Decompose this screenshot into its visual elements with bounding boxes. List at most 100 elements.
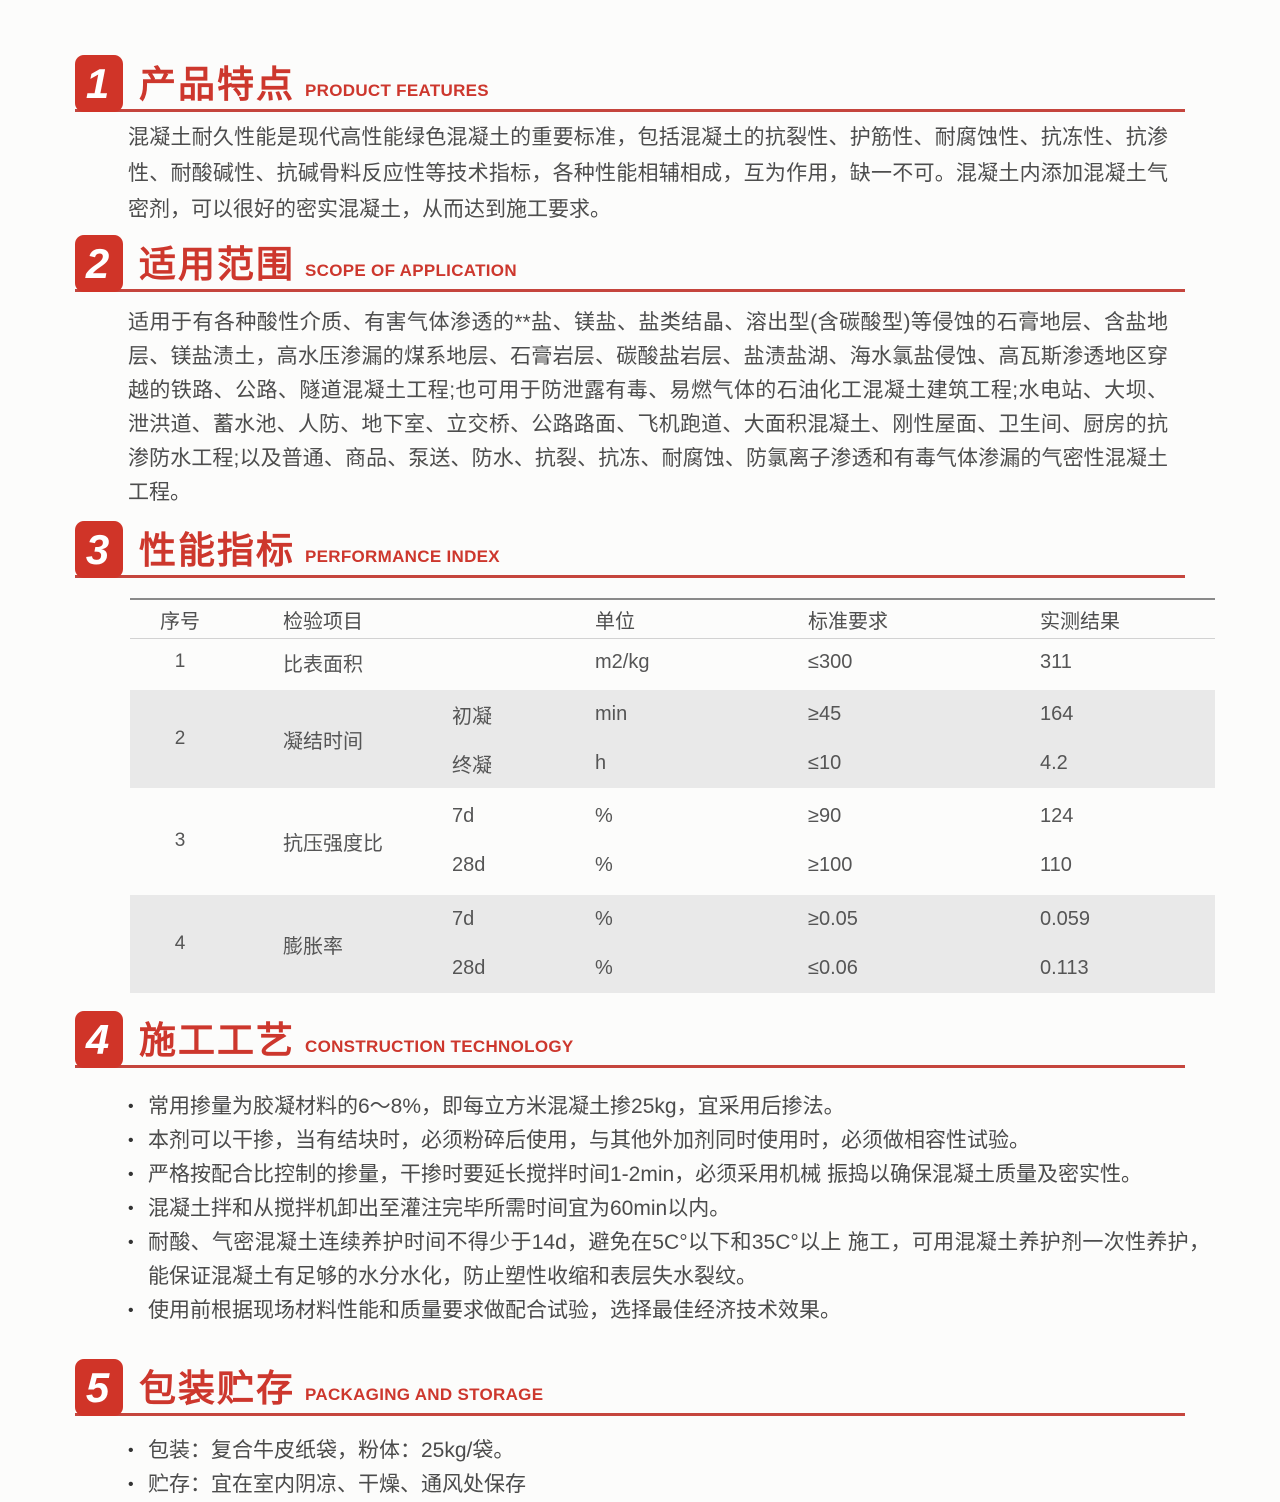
bullet-text: 严格按配合比控制的掺量，干掺时要延长搅拌时间1-2min，必须采用机械 振捣以确… [148,1163,1143,1186]
table-cell-result: 0.113 [1040,957,1089,979]
table-cell-item: 比表面积 [283,653,363,676]
section-3-subtitle: PERFORMANCE INDEX [305,547,500,566]
table-header-cell: 单位 [595,610,635,633]
table-header-row: 序号 检验项目 单位 标准要求 实测结果 [130,598,1215,639]
section-3-number-badge: 3 [75,521,123,578]
table-cell-no: 3 [174,830,186,851]
bullet-item: • 耐酸、气密混凝土连续养护时间不得少于14d，避免在5C°以下和35C°以上 施… [128,1226,1210,1294]
section-4-subtitle: CONSTRUCTION TECHNOLOGY [305,1037,574,1056]
table-group-row: 2 凝结时间 初凝 min ≥45 164 终凝 h ≤10 4.2 [130,690,1215,788]
bullet-text: 耐酸、气密混凝土连续养护时间不得少于14d，避免在5C°以下和35C°以上 施工… [148,1231,1210,1288]
table-cell-sub: 7d [452,908,475,930]
table-cell-standard: ≤0.06 [808,957,858,979]
table-cell-standard: ≥90 [808,805,842,827]
bullet-text: 贮存：宜在室内阴凉、干燥、通风处保存 [148,1473,526,1496]
table-cell-sub: 28d [452,854,486,876]
bullet-dot-icon: • [128,1476,134,1493]
table-header-cell: 检验项目 [283,610,363,633]
bullet-dot-icon: • [128,1200,134,1217]
section-2-paragraph: 适用于有各种酸性介质、有害气体渗透的**盐、镁盐、盐类结晶、溶出型(含碳酸型)等… [128,311,1168,504]
table-cell-unit: % [595,957,613,979]
section-1-number-badge: 1 [75,55,123,112]
table-group-row: 1 比表面积 m2/kg ≤300 311 [130,639,1215,685]
bullet-dot-icon: • [128,1132,134,1149]
section-4-number-badge: 4 [75,1011,123,1068]
section-1-subtitle: PRODUCT FEATURES [305,81,489,100]
table-cell-unit: % [595,854,613,876]
table-cell-unit: min [595,703,628,725]
section-4-title: 施工工艺 [139,1020,295,1061]
table-group-row: 4 膨胀率 7d% ≥0.05 0.059 28d% ≤0.06 0.113 [130,895,1215,993]
table-subrows: 初凝 min ≥45 164 终凝 h ≤10 4.2 [420,690,1215,788]
construction-steps-list: • 常用掺量为胶凝材料的6～8%，即每立方米混凝土掺25kg，宜采用后掺法。 • 本剂… [128,1090,1210,1328]
section-5-subtitle: PACKAGING AND STORAGE [305,1385,544,1404]
table-cell-result: 110 [1040,854,1072,876]
table-group-row: 3 抗压强度比 7d% ≥90 124 28d% ≥100 110 [130,792,1215,890]
table-subrow: m2/kg ≤300 311 [420,639,1215,685]
section-2-title: 适用范围 [139,244,295,285]
section-1-header: 1 产品特点 PRODUCT FEATURES [75,52,1185,112]
table-cell-result: 164 [1040,703,1074,725]
bullet-item: • 本剂可以干掺，当有结块时，必须粉碎后使用，与其他外加剂同时使用时，必须做相容性… [128,1124,1210,1158]
section-2-header: 2 适用范围 SCOPE OF APPLICATION [75,232,1185,292]
table-cell-standard: ≥0.05 [808,908,858,930]
table-subrow: 终凝 h ≤10 4.2 [420,739,1215,788]
table-subrow: 28d% ≥100 110 [420,841,1215,890]
bullet-text: 混凝土拌和从搅拌机卸出至灌注完毕所需时间宜为60min以内。 [148,1197,731,1220]
table-cell-no: 4 [174,933,186,954]
table-cell-unit: % [595,908,613,930]
table-cell-sub: 初凝 [452,706,492,728]
table-cell-no: 1 [174,651,186,672]
section-3-title: 性能指标 [139,530,295,571]
table-subrows: 7d% ≥90 124 28d% ≥100 110 [420,792,1215,890]
table-cell-item: 凝结时间 [283,730,363,753]
table-subrows: m2/kg ≤300 311 [420,639,1215,685]
section-5-title: 包装贮存 [139,1368,295,1409]
bullet-dot-icon: • [128,1302,134,1319]
performance-table: 序号 检验项目 单位 标准要求 实测结果 1 比表面积 m2/kg ≤300 311 2 凝结时间 初凝… [130,598,1215,993]
table-cell-item: 抗压强度比 [283,832,383,855]
bullet-text: 包装：复合牛皮纸袋，粉体：25kg/袋。 [148,1439,515,1462]
section-1-title: 产品特点 [139,64,295,105]
section-1-paragraph: 混凝土耐久性能是现代高性能绿色混凝土的重要标准，包括混凝土的抗裂性、护筋性、耐腐… [128,126,1168,221]
table-subrow: 28d% ≤0.06 0.113 [420,944,1215,993]
table-cell-item: 膨胀率 [283,935,343,958]
bullet-text: 本剂可以干掺，当有结块时，必须粉碎后使用，与其他外加剂同时使用时，必须做相容性试… [148,1129,1030,1152]
packaging-storage-list: • 包装：复合牛皮纸袋，粉体：25kg/袋。 • 贮存：宜在室内阴凉、干燥、通风处保存 [128,1434,1210,1502]
table-cell-unit: % [595,805,613,827]
bullet-item: • 常用掺量为胶凝材料的6～8%，即每立方米混凝土掺25kg，宜采用后掺法。 [128,1090,1210,1124]
bullet-dot-icon: • [128,1098,134,1115]
section-4-header: 4 施工工艺 CONSTRUCTION TECHNOLOGY [75,1008,1185,1068]
table-cell-result: 124 [1040,805,1074,827]
bullet-dot-icon: • [128,1234,134,1251]
section-3-header: 3 性能指标 PERFORMANCE INDEX [75,518,1185,578]
table-subrow: 7d% ≥90 124 [420,792,1215,841]
table-subrows: 7d% ≥0.05 0.059 28d% ≤0.06 0.113 [420,895,1215,993]
table-cell-standard: ≥45 [808,703,842,725]
table-cell-standard: ≥100 [808,854,853,876]
bullet-item: • 包装：复合牛皮纸袋，粉体：25kg/袋。 [128,1434,1210,1468]
table-cell-standard: ≤300 [808,650,853,673]
bullet-item: • 严格按配合比控制的掺量，干掺时要延长搅拌时间1-2min，必须采用机械 振捣以… [128,1158,1210,1192]
section-2-number-badge: 2 [75,235,123,292]
table-header-cell: 标准要求 [808,610,888,633]
table-cell-sub: 终凝 [452,755,492,777]
section-5-header: 5 包装贮存 PACKAGING AND STORAGE [75,1356,1185,1416]
table-cell-result: 4.2 [1040,752,1068,774]
table-cell-unit: h [595,752,607,774]
bullet-text: 常用掺量为胶凝材料的6～8%，即每立方米混凝土掺25kg，宜采用后掺法。 [148,1095,845,1118]
table-cell-sub: 7d [452,805,475,827]
table-subrow: 初凝 min ≥45 164 [420,690,1215,739]
table-cell-sub: 28d [452,957,486,979]
bullet-item: • 使用前根据现场材料性能和质量要求做配合试验，选择最佳经济技术效果。 [128,1294,1210,1328]
bullet-dot-icon: • [128,1442,134,1459]
table-cell-unit: m2/kg [595,650,650,673]
bullet-item: • 贮存：宜在室内阴凉、干燥、通风处保存 [128,1468,1210,1502]
table-header-cell: 实测结果 [1040,610,1120,633]
table-cell-standard: ≤10 [808,752,842,774]
table-cell-result: 311 [1040,650,1072,673]
section-2-subtitle: SCOPE OF APPLICATION [305,261,517,280]
table-header-cell: 序号 [160,610,200,633]
bullet-dot-icon: • [128,1166,134,1183]
table-subrow: 7d% ≥0.05 0.059 [420,895,1215,944]
